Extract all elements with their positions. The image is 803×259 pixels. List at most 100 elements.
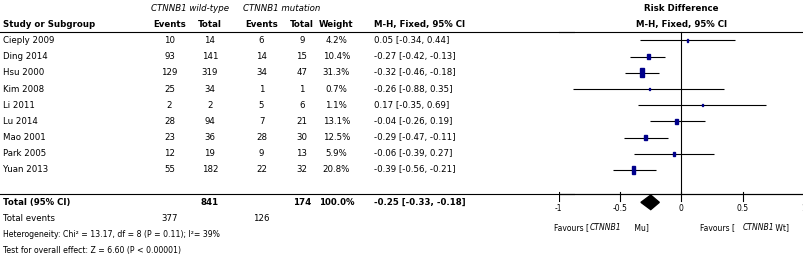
Text: -0.32 [-0.46, -0.18]: -0.32 [-0.46, -0.18] bbox=[373, 68, 454, 77]
Text: Events: Events bbox=[245, 20, 278, 29]
Text: 9: 9 bbox=[299, 36, 304, 45]
Text: -0.29 [-0.47, -0.11]: -0.29 [-0.47, -0.11] bbox=[373, 133, 454, 142]
Bar bbox=[646, 54, 649, 59]
Text: 23: 23 bbox=[164, 133, 175, 142]
Text: 1: 1 bbox=[801, 204, 803, 213]
Text: Events: Events bbox=[153, 20, 185, 29]
Text: 12: 12 bbox=[164, 149, 175, 158]
Text: Wt]: Wt] bbox=[772, 223, 789, 232]
Text: Study or Subgroup: Study or Subgroup bbox=[3, 20, 95, 29]
Text: 174: 174 bbox=[292, 198, 311, 207]
Text: Total: Total bbox=[290, 20, 313, 29]
Text: 9: 9 bbox=[259, 149, 264, 158]
Text: -1: -1 bbox=[554, 204, 562, 213]
Text: 13: 13 bbox=[296, 149, 307, 158]
Text: 93: 93 bbox=[164, 52, 175, 61]
Text: 34: 34 bbox=[204, 84, 215, 93]
Text: Weight: Weight bbox=[319, 20, 353, 29]
Text: 182: 182 bbox=[202, 166, 218, 175]
Text: Park 2005: Park 2005 bbox=[3, 149, 46, 158]
Text: Risk Difference: Risk Difference bbox=[643, 4, 718, 13]
Text: 30: 30 bbox=[296, 133, 307, 142]
Text: -0.25 [-0.33, -0.18]: -0.25 [-0.33, -0.18] bbox=[373, 198, 465, 207]
Text: 25: 25 bbox=[164, 84, 175, 93]
Text: Kim 2008: Kim 2008 bbox=[3, 84, 44, 93]
Text: 13.1%: 13.1% bbox=[322, 117, 349, 126]
Text: 319: 319 bbox=[202, 68, 218, 77]
Text: CTNNB1: CTNNB1 bbox=[742, 223, 773, 232]
Text: -0.26 [-0.88, 0.35]: -0.26 [-0.88, 0.35] bbox=[373, 84, 451, 93]
Text: 15: 15 bbox=[296, 52, 307, 61]
Bar bbox=[686, 39, 687, 42]
Text: 14: 14 bbox=[255, 52, 267, 61]
Text: Favours [: Favours [ bbox=[554, 223, 589, 232]
Text: 126: 126 bbox=[253, 214, 270, 223]
Text: Total (95% CI): Total (95% CI) bbox=[3, 198, 70, 207]
Text: -0.06 [-0.39, 0.27]: -0.06 [-0.39, 0.27] bbox=[373, 149, 451, 158]
Text: 55: 55 bbox=[164, 166, 175, 175]
Bar bbox=[644, 135, 646, 140]
Text: M-H, Fixed, 95% CI: M-H, Fixed, 95% CI bbox=[373, 20, 464, 29]
Text: 20.8%: 20.8% bbox=[322, 166, 349, 175]
Text: 31.3%: 31.3% bbox=[322, 68, 349, 77]
Text: -0.27 [-0.42, -0.13]: -0.27 [-0.42, -0.13] bbox=[373, 52, 454, 61]
Bar bbox=[639, 68, 643, 77]
Text: 377: 377 bbox=[161, 214, 177, 223]
Text: 0.05 [-0.34, 0.44]: 0.05 [-0.34, 0.44] bbox=[373, 36, 448, 45]
Text: 6: 6 bbox=[299, 101, 304, 110]
Text: -0.04 [-0.26, 0.19]: -0.04 [-0.26, 0.19] bbox=[373, 117, 451, 126]
Bar bbox=[675, 119, 677, 124]
Text: Ding 2014: Ding 2014 bbox=[3, 52, 47, 61]
Text: 32: 32 bbox=[296, 166, 307, 175]
Text: 141: 141 bbox=[202, 52, 218, 61]
Text: 4.2%: 4.2% bbox=[325, 36, 347, 45]
Text: 10: 10 bbox=[164, 36, 175, 45]
Text: 0.17 [-0.35, 0.69]: 0.17 [-0.35, 0.69] bbox=[373, 101, 448, 110]
Text: 5: 5 bbox=[259, 101, 264, 110]
Text: Hsu 2000: Hsu 2000 bbox=[3, 68, 44, 77]
Text: 100.0%: 100.0% bbox=[318, 198, 353, 207]
Text: 1: 1 bbox=[259, 84, 264, 93]
Text: Mao 2001: Mao 2001 bbox=[3, 133, 46, 142]
Text: 6: 6 bbox=[259, 36, 264, 45]
Text: -0.39 [-0.56, -0.21]: -0.39 [-0.56, -0.21] bbox=[373, 166, 454, 175]
Text: Heterogeneity: Chi² = 13.17, df = 8 (P = 0.11); I²= 39%: Heterogeneity: Chi² = 13.17, df = 8 (P =… bbox=[3, 230, 219, 239]
Text: 28: 28 bbox=[255, 133, 267, 142]
Text: CTNNB1: CTNNB1 bbox=[589, 223, 620, 232]
Text: 1: 1 bbox=[299, 84, 304, 93]
Text: 10.4%: 10.4% bbox=[322, 52, 349, 61]
Text: Cieply 2009: Cieply 2009 bbox=[3, 36, 54, 45]
Text: 36: 36 bbox=[204, 133, 215, 142]
Text: Favours [: Favours [ bbox=[699, 223, 734, 232]
Bar bbox=[701, 104, 702, 106]
Text: 2: 2 bbox=[207, 101, 212, 110]
Text: 1.1%: 1.1% bbox=[325, 101, 347, 110]
Text: 0: 0 bbox=[678, 204, 683, 213]
Text: Lu 2014: Lu 2014 bbox=[3, 117, 38, 126]
Text: Total events: Total events bbox=[3, 214, 55, 223]
Bar bbox=[672, 152, 675, 156]
Text: 0.7%: 0.7% bbox=[325, 84, 347, 93]
Bar bbox=[631, 166, 634, 174]
Text: 47: 47 bbox=[296, 68, 307, 77]
Text: 7: 7 bbox=[259, 117, 264, 126]
Text: 841: 841 bbox=[201, 198, 218, 207]
Text: 12.5%: 12.5% bbox=[322, 133, 349, 142]
Text: 28: 28 bbox=[164, 117, 175, 126]
Text: 2: 2 bbox=[167, 101, 172, 110]
Text: 5.9%: 5.9% bbox=[325, 149, 347, 158]
Text: 94: 94 bbox=[204, 117, 215, 126]
Text: Li 2011: Li 2011 bbox=[3, 101, 35, 110]
Polygon shape bbox=[640, 195, 658, 210]
Text: Test for overall effect: Z = 6.60 (P < 0.00001): Test for overall effect: Z = 6.60 (P < 0… bbox=[3, 246, 181, 255]
Text: 21: 21 bbox=[296, 117, 307, 126]
Text: 14: 14 bbox=[204, 36, 215, 45]
Text: 129: 129 bbox=[161, 68, 177, 77]
Text: Yuan 2013: Yuan 2013 bbox=[3, 166, 48, 175]
Text: 34: 34 bbox=[255, 68, 267, 77]
Text: M-H, Fixed, 95% CI: M-H, Fixed, 95% CI bbox=[635, 20, 726, 29]
Text: Mu]: Mu] bbox=[631, 223, 648, 232]
Text: 0.5: 0.5 bbox=[736, 204, 748, 213]
Text: CTNNB1 mutation: CTNNB1 mutation bbox=[243, 4, 320, 13]
Text: 19: 19 bbox=[204, 149, 215, 158]
